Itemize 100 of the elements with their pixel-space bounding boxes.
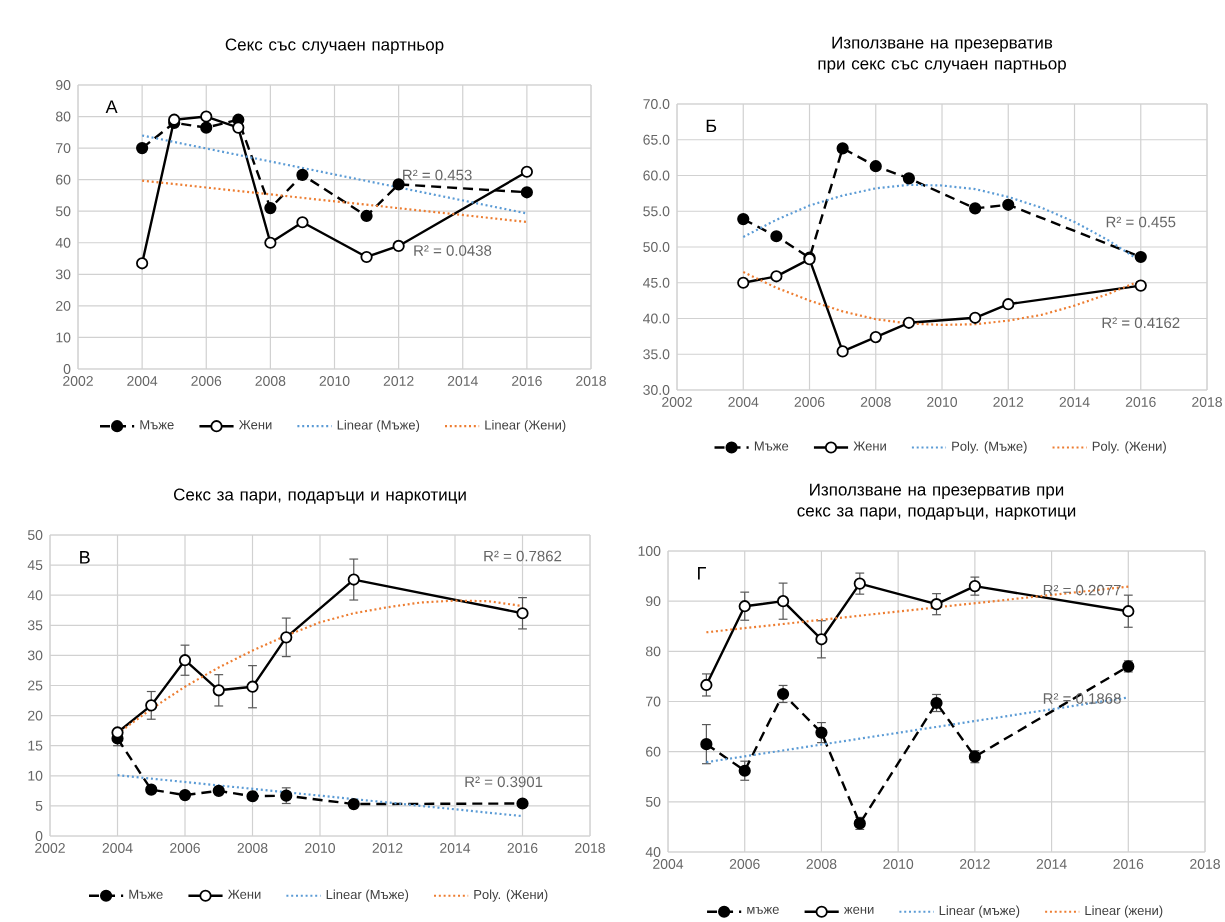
x-tick-label: 2008	[255, 376, 286, 386]
y-tick-label: 25	[28, 680, 43, 691]
chart-title: Използване на презерватив при секс за пари, подаръци, наркотици	[797, 483, 1076, 520]
y-tick-label: 45.0	[643, 277, 670, 288]
legend-label: Linear (Жени)	[485, 420, 566, 433]
legend-label: мъже	[747, 906, 779, 914]
y-tick-label: 80	[55, 111, 71, 122]
annotation: R² = 0.455	[1106, 216, 1176, 228]
legend-label: Linear (Мъже)	[326, 889, 409, 902]
chart-title: Секс за пари, подаръци и наркотици	[174, 488, 466, 504]
x-tick-label: 2008	[237, 843, 268, 853]
annotation: Г	[698, 567, 706, 580]
x-tick-label: 2018	[1192, 397, 1222, 407]
legend-label: Мъже	[754, 441, 789, 451]
y-tick-label: 45	[27, 560, 43, 570]
y-tick-label: 40	[55, 237, 71, 248]
y-tick-label: 70	[646, 696, 661, 707]
legend-label: Poly. (Жени)	[1092, 441, 1166, 454]
legend-label: жени	[843, 906, 874, 914]
y-tick-label: 50.0	[643, 242, 670, 252]
y-tick-label: 80	[645, 646, 661, 657]
y-tick-label: 50	[27, 530, 43, 540]
y-tick-label: 50	[55, 206, 71, 217]
annotation: R² = 0.7862	[484, 550, 562, 562]
legend-label: Мъже	[140, 420, 174, 430]
y-tick-label: 70	[56, 143, 71, 154]
y-tick-label: 5	[35, 801, 43, 811]
y-tick-label: 20	[56, 300, 71, 311]
y-tick-label: 60.0	[643, 170, 670, 181]
legend-label: Linear (мъже)	[939, 905, 1020, 918]
annotation: R² = 0.0438	[414, 245, 492, 256]
y-tick-label: 30	[27, 650, 43, 661]
chart-title: Използване на презерватив при секс със случаен партньор	[818, 36, 1066, 73]
y-tick-label: 60	[56, 174, 71, 185]
y-tick-label: 0	[35, 831, 43, 841]
legend-label: Poly. (Мъже)	[952, 441, 1027, 454]
x-tick-label: 2016	[507, 843, 538, 853]
legend-label: Linear (жени)	[1085, 905, 1163, 918]
x-tick-label: 2004	[102, 843, 133, 853]
y-tick-label: 50	[645, 796, 661, 807]
x-tick-label: 2006	[729, 859, 760, 869]
y-tick-label: 90	[646, 596, 661, 607]
legend-label: Linear (Мъже)	[337, 420, 420, 433]
y-tick-label: 40	[645, 847, 661, 857]
legend-label: Жени	[227, 889, 261, 899]
legend-label: Жени	[853, 441, 886, 451]
x-tick-label: 2010	[305, 843, 336, 853]
x-tick-label: 2014	[440, 843, 471, 853]
x-tick-label: 2014	[447, 376, 478, 386]
y-tick-label: 100	[638, 546, 661, 556]
x-tick-label: 2012	[993, 397, 1024, 407]
chart-title: Секс със случаен партньор	[225, 38, 444, 54]
x-tick-label: 2006	[191, 376, 222, 386]
y-tick-label: 30	[55, 269, 71, 280]
x-tick-label: 2018	[1190, 859, 1220, 869]
y-tick-label: 35	[27, 620, 43, 631]
annotation: R² = 0.2077	[1043, 584, 1121, 596]
legend-label: Жени	[238, 420, 272, 430]
x-tick-label: 2002	[662, 397, 692, 407]
annotation: А	[105, 100, 118, 113]
y-tick-label: 55.0	[643, 206, 670, 217]
x-tick-label: 2004	[653, 859, 684, 869]
annotation: R² = 0.4162	[1102, 317, 1180, 329]
x-tick-label: 2010	[883, 859, 914, 869]
y-tick-label: 30.0	[643, 385, 670, 395]
x-tick-label: 2012	[959, 859, 990, 869]
y-tick-label: 65.0	[643, 134, 670, 145]
y-tick-label: 40	[27, 590, 43, 601]
x-tick-label: 2016	[512, 376, 542, 386]
x-tick-label: 2018	[576, 376, 606, 386]
x-tick-label: 2008	[806, 859, 837, 869]
x-tick-label: 2012	[383, 376, 414, 386]
x-tick-label: 2016	[1125, 397, 1156, 407]
y-tick-label: 40.0	[643, 313, 670, 324]
legend-label: Мъже	[129, 889, 163, 899]
x-tick-label: 2002	[35, 843, 65, 853]
annotation: Б	[706, 119, 717, 133]
x-tick-label: 2014	[1059, 397, 1090, 407]
x-tick-label: 2006	[170, 843, 200, 853]
x-tick-label: 2010	[927, 397, 958, 407]
x-tick-label: 2004	[127, 376, 158, 386]
x-tick-label: 2016	[1113, 859, 1144, 869]
x-tick-label: 2008	[860, 397, 891, 407]
annotation: R² = 0.3901	[465, 776, 543, 788]
x-tick-label: 2004	[728, 397, 759, 407]
legend-label: Poly. (Жени)	[474, 889, 548, 902]
x-tick-label: 2006	[794, 397, 825, 407]
annotation: В	[80, 551, 90, 564]
x-tick-label: 2014	[1036, 859, 1067, 869]
x-tick-label: 2010	[319, 376, 350, 386]
annotation: R² = 0.453	[403, 169, 472, 181]
y-tick-label: 60	[646, 746, 661, 757]
y-tick-label: 35.0	[643, 349, 670, 360]
y-tick-label: 20	[28, 710, 43, 721]
y-tick-label: 0	[63, 364, 71, 374]
y-tick-label: 15	[28, 740, 43, 751]
y-tick-label: 70.0	[643, 99, 670, 109]
x-tick-label: 2002	[63, 376, 93, 386]
y-tick-label: 10	[28, 770, 43, 781]
y-tick-label: 10	[56, 332, 71, 343]
